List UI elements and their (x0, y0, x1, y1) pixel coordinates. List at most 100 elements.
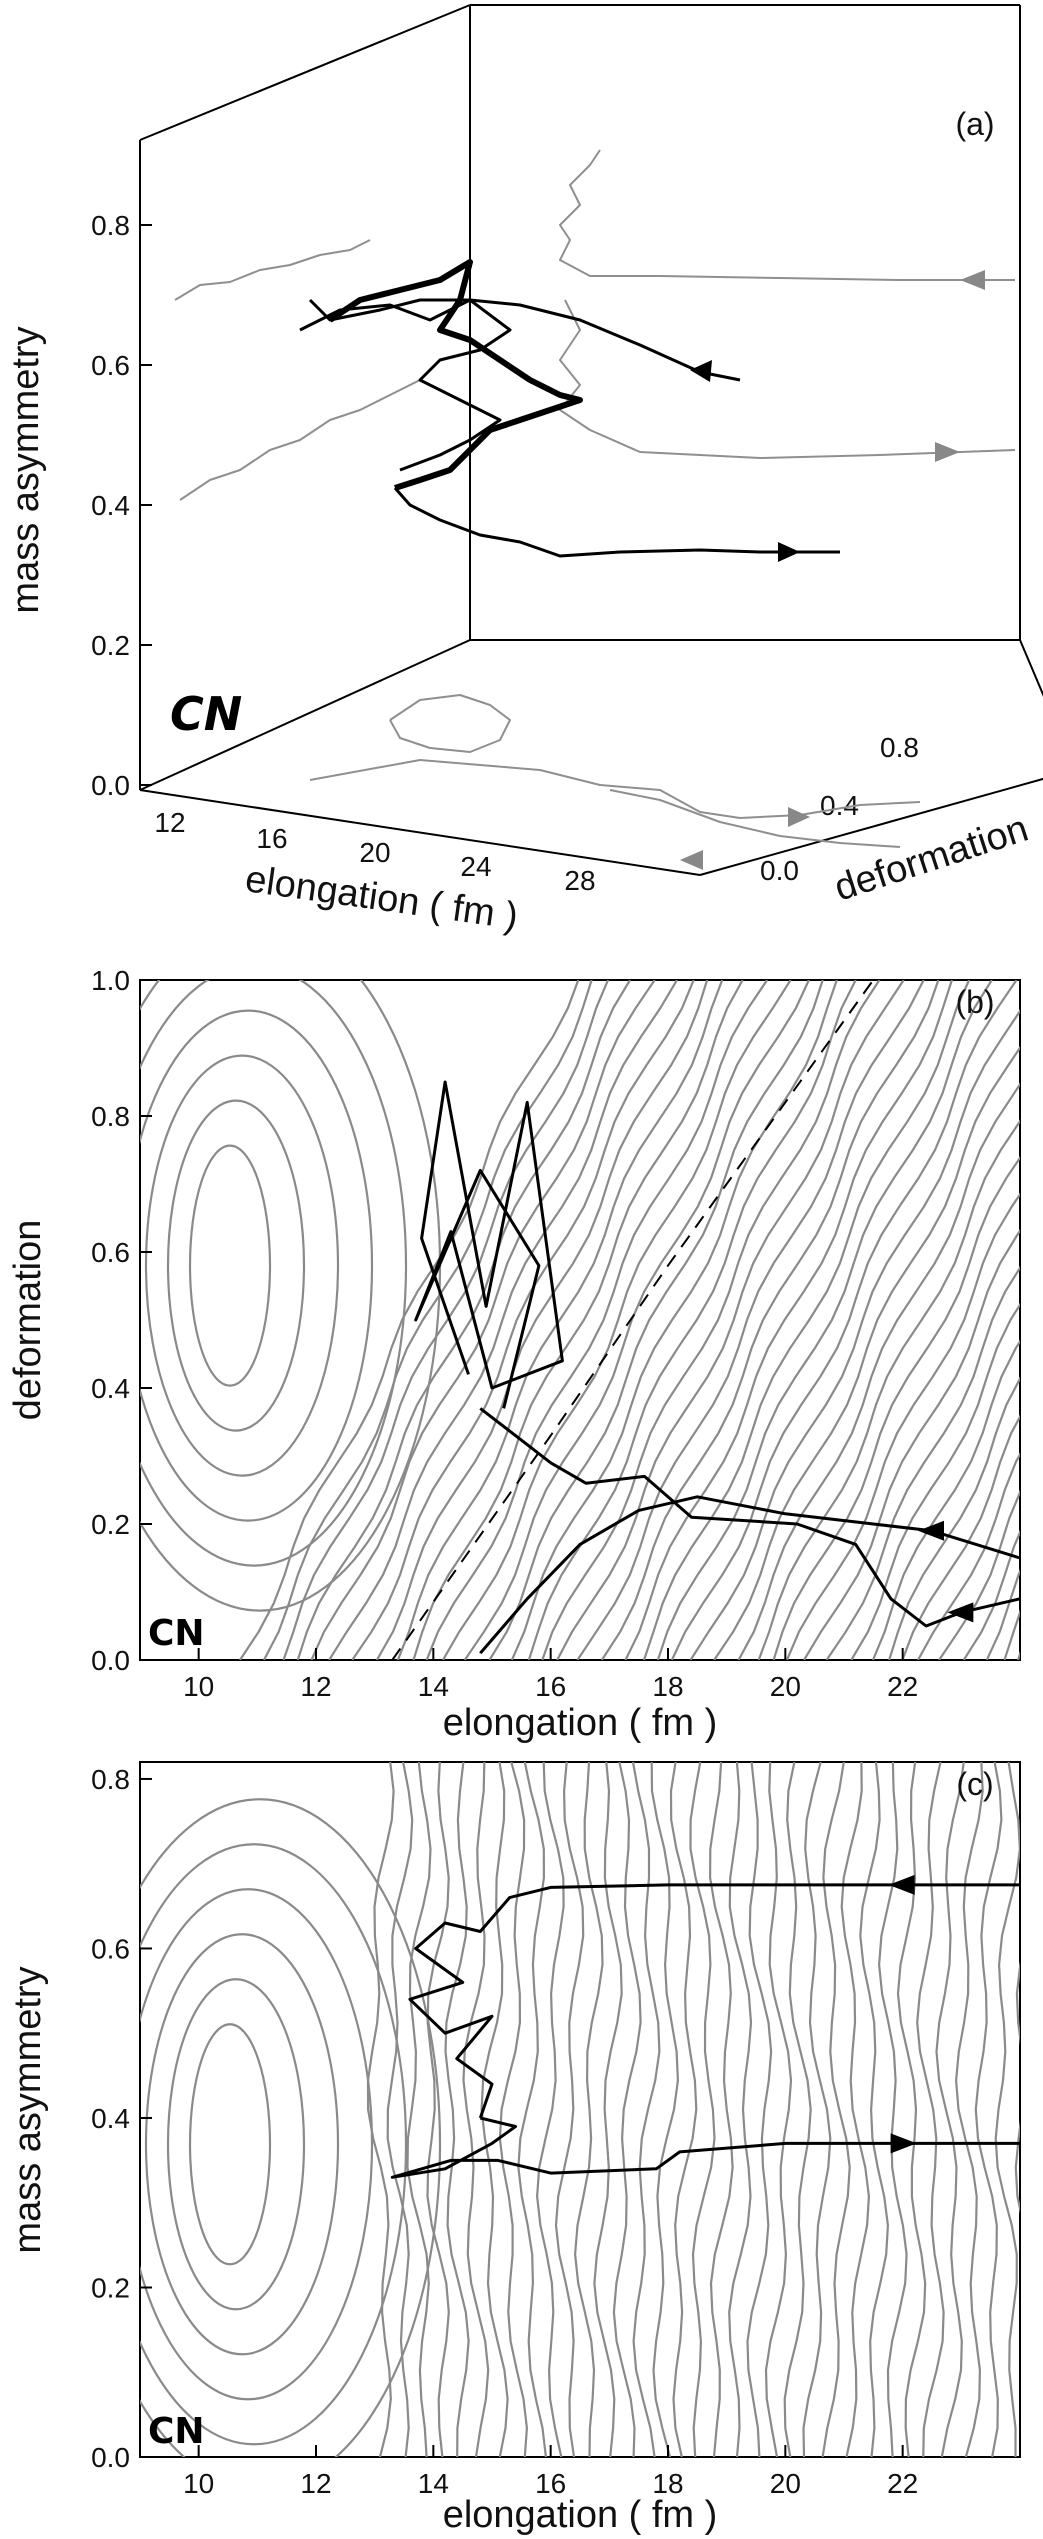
b-contour-line-25 (713, 1045, 1020, 1660)
b-frame (139, 979, 1021, 1661)
panel-c: 10 12 14 16 18 20 22 0.0 0.2 0.4 0.6 0.8 elongatio… (7, 1761, 1043, 2536)
b-contour-line-38 (962, 1529, 1020, 1660)
a-panel-tag: (a) (955, 106, 994, 142)
c-cn-label: CN (148, 2411, 205, 2452)
b-ytick-1: 0.2 (91, 1509, 130, 1540)
b-contour-line-6 (351, 980, 695, 1660)
b-contour-ring-4 (140, 980, 408, 1567)
b-contour-line-8 (396, 980, 724, 1660)
b-contour-line-30 (803, 1228, 1020, 1660)
b-contour-line-9 (412, 980, 744, 1660)
b-contour-line-20 (624, 980, 953, 1660)
c-xtick-0: 10 (183, 2468, 214, 2499)
c-xtick-2: 14 (418, 2468, 449, 2499)
b-contour-line-2 (282, 980, 610, 1660)
b-xtick-4: 18 (652, 1671, 683, 1702)
a-proj-floor (309, 759, 921, 819)
b-contour-line-23 (670, 980, 1018, 1660)
c-contour-line-22 (783, 1762, 812, 2457)
c-series (390, 1874, 1020, 2179)
c-contour-line-27 (877, 1762, 908, 2457)
b-contour-ring-3 (140, 1009, 374, 1522)
a-arrow-proj-2 (935, 442, 960, 462)
c-contour-ring-3 (140, 1888, 374, 2401)
a-ytick-2: 0.4 (91, 490, 130, 521)
b-xtick-3: 16 (535, 1671, 566, 1702)
c-contour-line-5 (462, 1762, 490, 2457)
c-contour-line-24 (821, 1762, 851, 2457)
panel-a: 0.0 0.2 0.4 0.6 0.8 mass asymmetry 12 16… (5, 4, 1043, 938)
b-contour-line-26 (737, 1082, 1020, 1660)
c-y-ticks: 0.0 0.2 0.4 0.6 0.8 (91, 1764, 152, 2473)
a-xtick-3: 24 (460, 851, 491, 882)
b-contour-ring-2 (144, 1054, 340, 1477)
b-contour-line-11 (442, 980, 792, 1660)
b-contour-line-35 (901, 1414, 1020, 1660)
c-x-ticks: 10 12 14 16 18 20 22 (183, 2445, 918, 2499)
c-contour-line-4 (444, 1762, 470, 2457)
b-contour-line-1 (263, 980, 593, 1660)
c-arrow-trajectory-upper (888, 1874, 915, 1895)
b-contour-line-21 (642, 980, 971, 1660)
c-contour-line-14 (631, 1762, 661, 2457)
c-contour-line-7 (498, 1762, 529, 2457)
a-arrow-proj-4 (680, 850, 703, 870)
c-xtick-5: 20 (770, 2468, 801, 2499)
c-contour-ring-5 (140, 1798, 442, 2457)
b-contour-line-4 (310, 980, 656, 1660)
a-trajectory-in (308, 298, 741, 382)
a-xtick-4: 28 (564, 865, 595, 896)
b-contour-ring-1 (166, 1099, 306, 1432)
a-proj-back-upper (559, 149, 1015, 281)
c-contour-line-25 (840, 1762, 871, 2457)
c-contour-line-30 (935, 1762, 965, 2457)
c-contour-line-33 (994, 1762, 1020, 2457)
b-series-trajectory-incoming (479, 1495, 1021, 1655)
b-contour-line-37 (938, 1489, 1020, 1660)
b-series-trajectory-exit (479, 1407, 1021, 1628)
c-contour-line-1 (386, 1762, 414, 2457)
c-series-trajectory-upper (408, 1883, 1020, 2119)
c-contour-line-19 (728, 1762, 753, 2457)
c-contour-line-29 (916, 1762, 945, 2457)
b-contour-line-34 (888, 1376, 1020, 1660)
b-series-dashed-ridge (391, 979, 875, 1661)
a-trajectory-out (393, 487, 840, 558)
c-contour-line-20 (746, 1762, 773, 2457)
b-contours (140, 980, 1020, 1660)
a-ylabel: mass asymmetry (5, 326, 47, 613)
b-ytick-0: 0.0 (91, 1645, 130, 1676)
a-proj-back-lower (559, 299, 1016, 459)
a-ztick-0: 0.0 (760, 855, 799, 886)
panel-a-z-ticks: 0.0 0.4 0.8 (760, 732, 919, 886)
c-contour-line-23 (802, 1762, 832, 2457)
b-contour-line-33 (871, 1339, 1020, 1660)
b-contour-line-3 (296, 980, 631, 1660)
c-contour-line-21 (764, 1762, 793, 2457)
c-ytick-4: 0.8 (91, 1764, 130, 1795)
c-xtick-1: 12 (300, 2468, 331, 2499)
c-xtick-4: 18 (652, 2468, 683, 2499)
b-contour-line-36 (917, 1452, 1020, 1660)
b-cn-label: CN (148, 1613, 205, 1654)
c-contour-line-35 (1035, 1762, 1043, 2457)
a-proj-floor-blob (389, 694, 511, 753)
b-contour-line-22 (656, 980, 993, 1660)
b-contour-line-10 (425, 980, 769, 1660)
b-xtick-1: 12 (300, 1671, 331, 1702)
b-contour-line-7 (375, 980, 709, 1660)
panel-b: 10 12 14 16 18 20 22 0.0 0.2 0.4 0.6 0.8 1.0 elonga… (7, 965, 1021, 1744)
c-contour-line-2 (406, 1762, 432, 2457)
a-proj-left-upper (174, 239, 371, 301)
c-contour-line-32 (974, 1762, 1003, 2457)
b-contour-ring-5 (140, 980, 442, 1612)
b-panel-tag: (b) (955, 984, 994, 1020)
c-contour-line-26 (859, 1762, 890, 2457)
b-contour-line-5 (328, 980, 678, 1660)
c-contour-line-15 (650, 1762, 680, 2457)
c-xtick-6: 22 (887, 2468, 918, 2499)
a-ytick-3: 0.6 (91, 350, 130, 381)
c-contour-line-16 (669, 1762, 698, 2457)
c-ytick-2: 0.4 (91, 2103, 130, 2134)
